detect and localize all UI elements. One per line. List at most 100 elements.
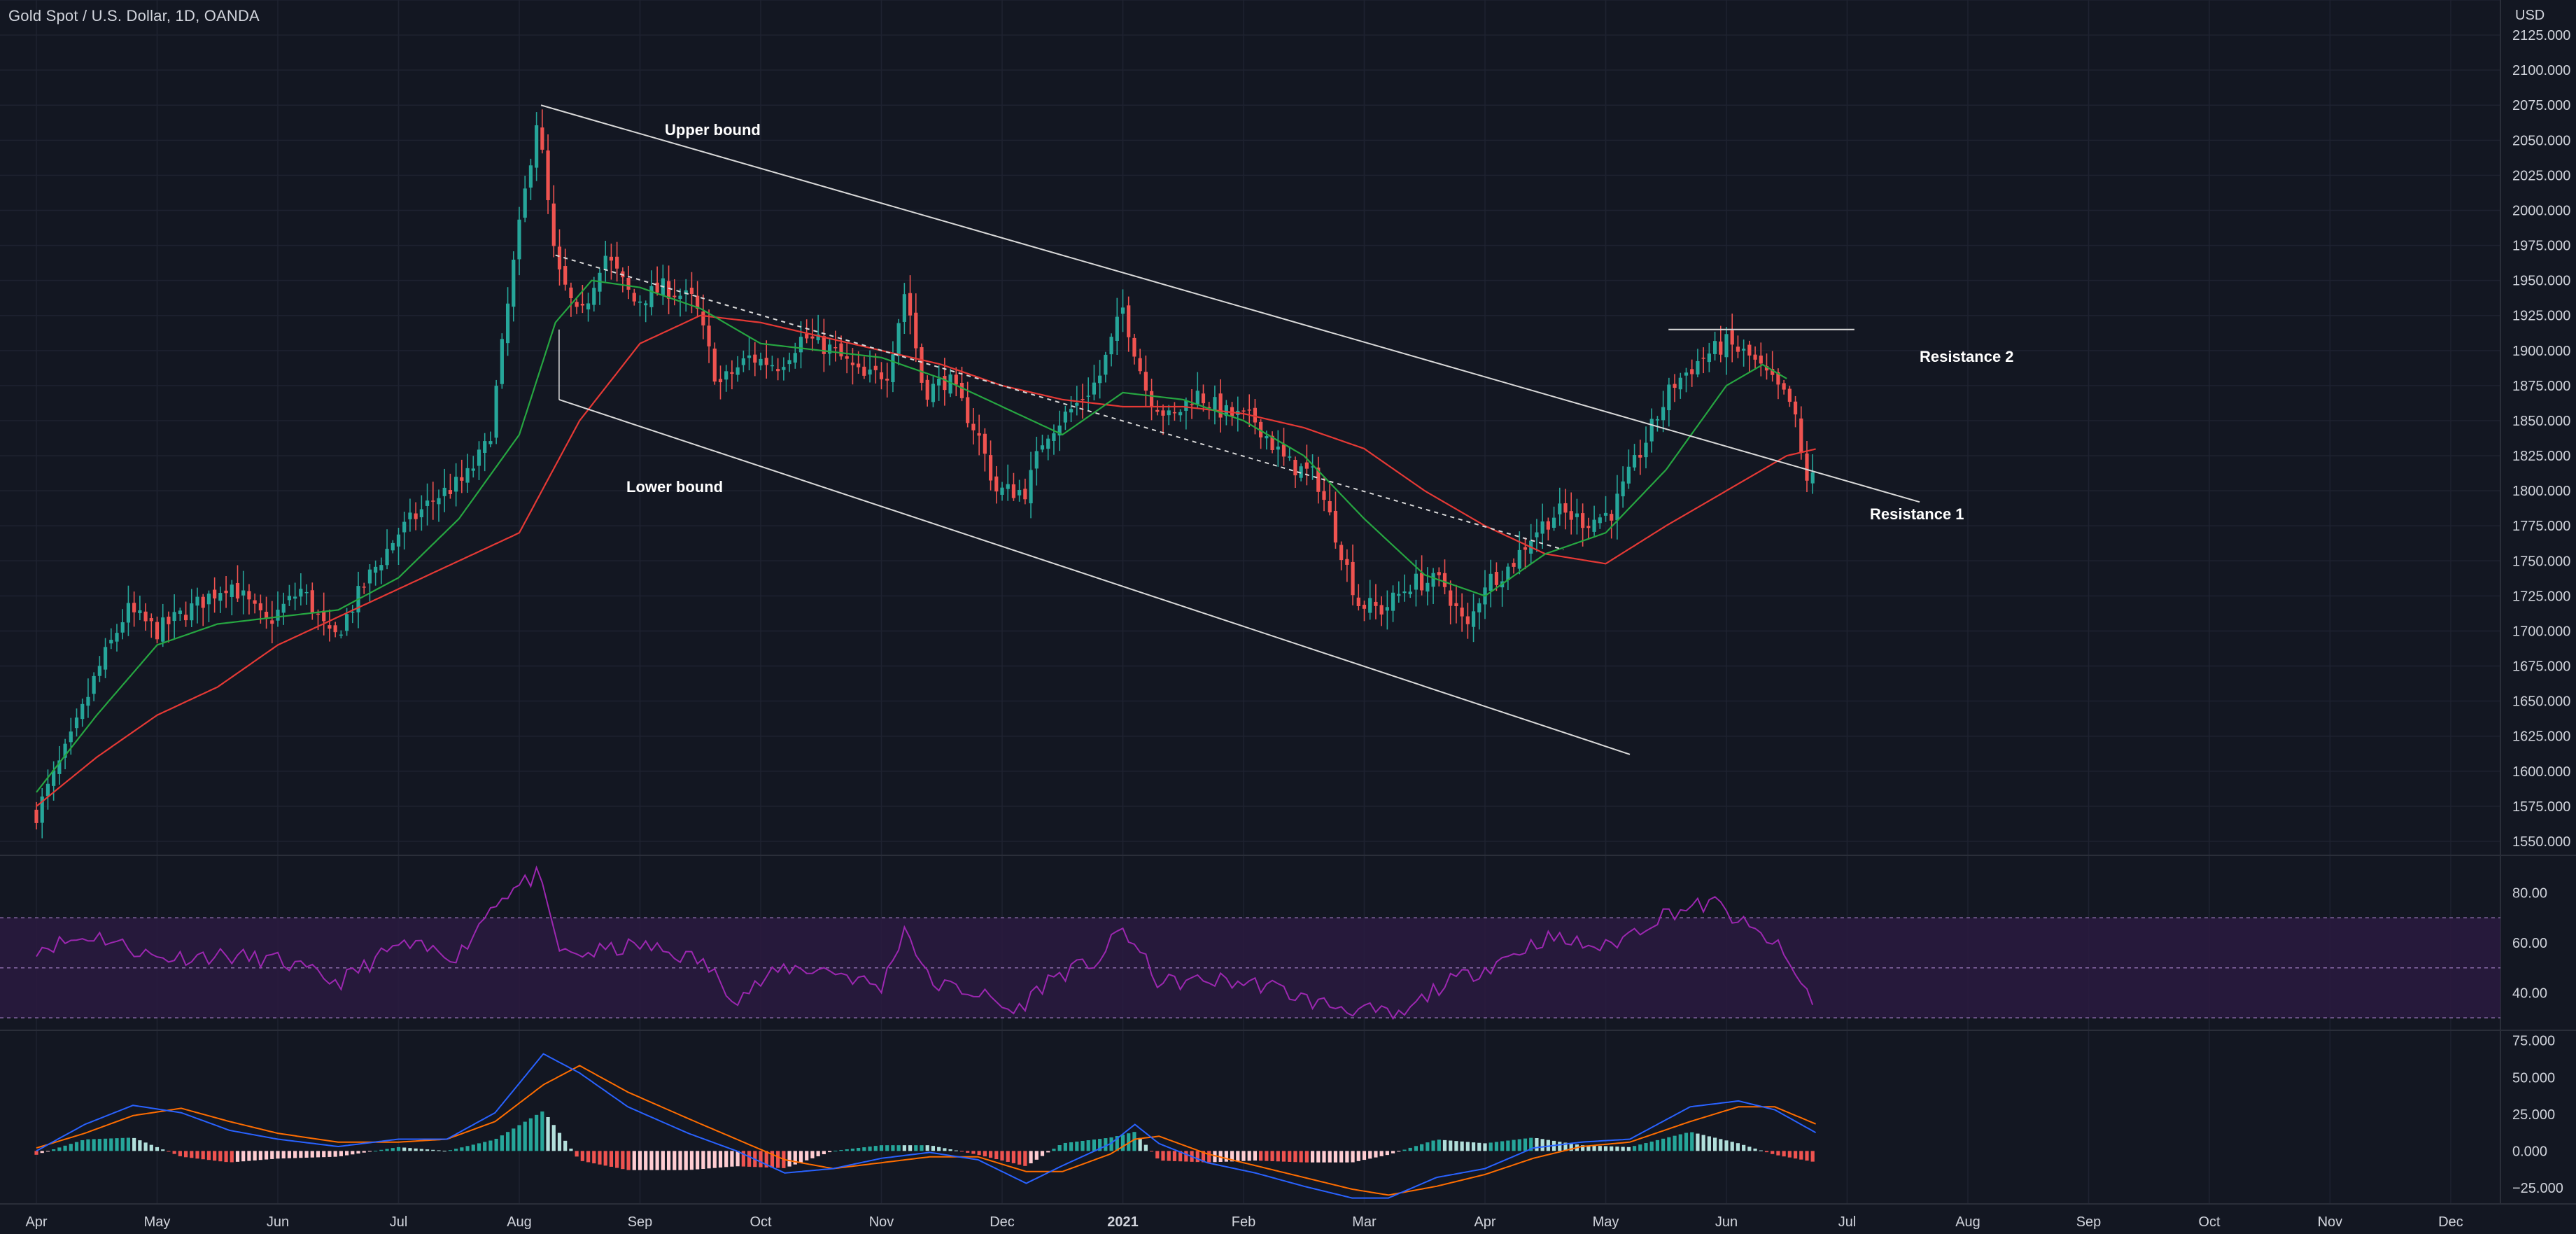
candle-body [540, 127, 544, 150]
candle-body [253, 600, 257, 604]
macd-histogram-bar [396, 1147, 401, 1151]
macd-histogram-bar [931, 1146, 936, 1151]
candle [1442, 559, 1447, 595]
symbol-title[interactable]: Gold Spot / U.S. Dollar, 1D, OANDA [8, 7, 260, 24]
candle [1322, 477, 1326, 512]
macd-histogram-bar [1719, 1139, 1723, 1151]
candle-body [1414, 573, 1419, 590]
macd-histogram-bar [299, 1151, 303, 1158]
macd-histogram-bar [304, 1151, 309, 1158]
macd-histogram-bar [1029, 1151, 1033, 1164]
macd-histogram-bar [1471, 1142, 1476, 1151]
price-axis: 2125.000 2100.000 2075.000 2050.000 2025.000… [2512, 8, 2570, 850]
candle-body [1356, 597, 1360, 606]
ma-fast-line [36, 279, 1787, 793]
candle-body [1069, 409, 1074, 413]
candle-body [483, 441, 487, 454]
macd-histogram-bar [1414, 1146, 1419, 1151]
macd-histogram-bar [224, 1151, 228, 1163]
macd-histogram-bar [850, 1149, 855, 1151]
candle [1431, 568, 1435, 604]
candle-body [304, 591, 309, 594]
candle [1805, 441, 1809, 493]
candle [161, 603, 165, 647]
macd-histogram-bar [891, 1145, 895, 1151]
candle-body [1517, 549, 1521, 569]
macd-histogram-bar [1437, 1140, 1441, 1151]
candle-body [69, 731, 73, 743]
candle [167, 611, 171, 643]
macd-histogram-bar [235, 1151, 240, 1162]
candle-body [1270, 435, 1274, 451]
price-tick-label: 2100.000 [2512, 63, 2570, 78]
candle-body [34, 809, 38, 823]
resistance-1-label: Resistance 1 [1870, 505, 1964, 523]
macd-histogram-bar [1442, 1140, 1447, 1151]
candle [673, 279, 677, 306]
candle-body [276, 610, 280, 621]
candle-body [1345, 559, 1349, 565]
macd-histogram-bar [1006, 1151, 1010, 1162]
macd-histogram-bar [103, 1138, 108, 1151]
candle-body [1098, 375, 1102, 384]
candle-body [1299, 466, 1303, 478]
macd-histogram-bar [1379, 1151, 1384, 1156]
macd-histogram-bar [1310, 1151, 1315, 1163]
candle-body [1494, 572, 1499, 585]
macd-histogram-bar [1391, 1151, 1395, 1154]
macd-histogram-bar [621, 1151, 625, 1170]
candle-body [551, 203, 556, 246]
candle [1782, 379, 1786, 395]
currency-label: USD [2515, 8, 2545, 23]
candle-body [873, 365, 878, 370]
macd-histogram-bar [1483, 1143, 1487, 1151]
macd-histogram-bar [1632, 1146, 1637, 1151]
candle [1707, 342, 1711, 372]
candle [1167, 405, 1171, 426]
candle [1771, 351, 1775, 382]
candle [235, 565, 240, 602]
macd-histogram-bar [603, 1151, 607, 1166]
macd-histogram-bar [253, 1151, 257, 1161]
time-tick-label: Nov [2318, 1214, 2343, 1230]
candle-body [57, 760, 62, 774]
macd-histogram-bar [1610, 1146, 1614, 1151]
candle-body [1776, 372, 1780, 385]
macd-histogram-bar [1345, 1151, 1349, 1163]
candle [1115, 297, 1119, 356]
price-tick-label: 1900.000 [2512, 344, 2570, 359]
candle-body [1437, 572, 1441, 575]
macd-histogram-bar [1270, 1151, 1274, 1161]
macd-histogram-bar [132, 1137, 136, 1151]
candle-body [523, 188, 527, 218]
macd-histogram-bar [902, 1145, 906, 1151]
macd-histogram-bar [1426, 1142, 1430, 1151]
candle [770, 356, 775, 372]
macd-histogram-bar [736, 1151, 740, 1167]
macd-histogram-bar [1385, 1151, 1389, 1156]
macd-histogram-bar [1259, 1151, 1263, 1161]
candle [1581, 503, 1585, 547]
candle-body [109, 640, 113, 644]
candle [488, 431, 493, 448]
candle [1127, 296, 1131, 352]
candle [1644, 426, 1648, 469]
macd-histogram-bar [1517, 1139, 1521, 1151]
time-tick-label: Feb [1232, 1214, 1255, 1230]
candle [920, 343, 924, 391]
candle-body [1719, 341, 1723, 355]
candle [97, 656, 101, 682]
candle [190, 589, 194, 627]
candle [322, 592, 326, 636]
macd-histogram-bar [1304, 1151, 1309, 1163]
candle-body [1213, 397, 1217, 412]
candle [1506, 563, 1510, 591]
macd-histogram-bar [1034, 1151, 1039, 1160]
macd-histogram-bar [517, 1125, 521, 1151]
candle [1535, 519, 1539, 552]
candle [914, 293, 918, 363]
candle [615, 241, 619, 282]
candle [299, 573, 303, 606]
price-tick-label: 1700.000 [2512, 624, 2570, 639]
